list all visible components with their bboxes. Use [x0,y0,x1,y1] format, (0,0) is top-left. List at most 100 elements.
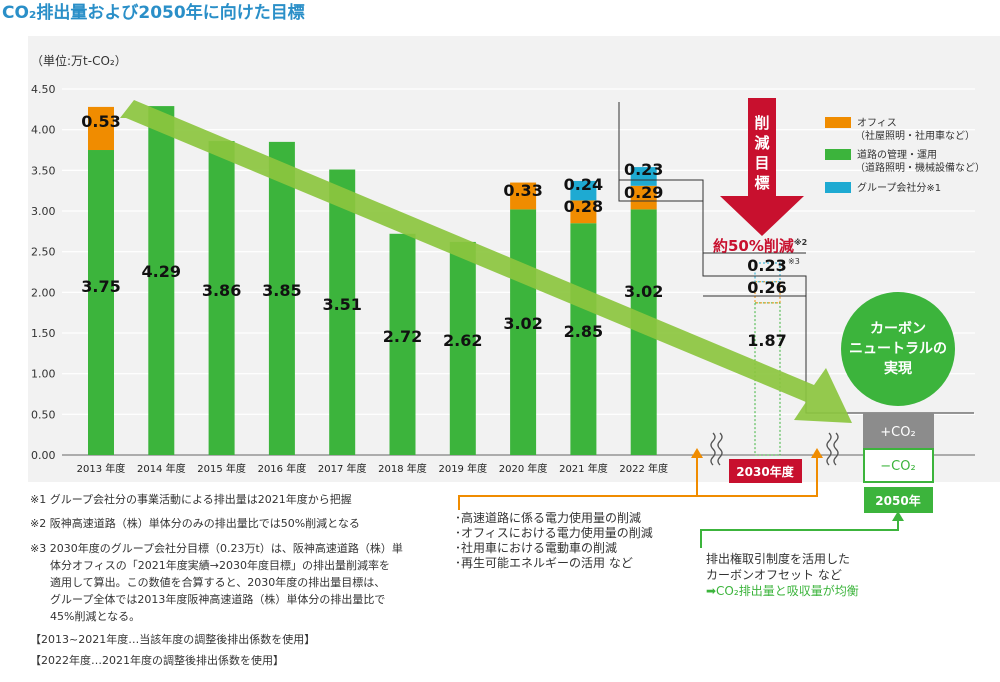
measure-item: ･社用車における電動車の削減 [455,540,617,555]
data-label: 3.51 [322,295,361,314]
x-tick-label: 2022 年度 [619,462,668,475]
bar-segment [510,209,537,455]
data-label: 0.23 [624,160,663,179]
measures-list: ･高速道路に係る電力使用量の削減･オフィスにおける電力使用量の削減･社用車におけ… [455,510,653,570]
y-tick-label: 2.00 [31,286,56,299]
x-tick-label: 2021 年度 [559,462,608,475]
data-label: 2.72 [383,327,422,346]
bar-segment [268,141,295,455]
legend: オフィス （社屋照明・社用車など） 道路の管理・運用 （道路照明・機械設備など）… [825,117,985,194]
y-tick-label: 2.50 [31,246,56,259]
x-tick-label: 2018 年度 [378,462,427,475]
year-2030-label: 2030年度 [736,464,794,479]
measures-bracket [458,455,818,510]
bar-segment [630,185,657,210]
data-label: 2.85 [564,322,603,341]
data-label: 3.02 [503,314,542,333]
svg-text:（社屋照明・社用車など）: （社屋照明・社用車など） [855,129,975,142]
data-labels: 3.75 4.29 3.86 3.85 3.51 2.72 2.62 3.02 2.85 3.02… [81,112,800,350]
page-title: CO₂排出量および2050年に向けた目標 [2,2,305,23]
plus-co2-label: +CO₂ [880,425,915,440]
data-label: 0.29 [624,183,663,202]
carbon-neutral-text: カーボンニュートラルの実現 [849,321,947,377]
target-bar-group [754,262,781,283]
bar-segment [148,106,175,455]
data-label: 3.86 [202,281,241,300]
footnote: 適用して算出。この数値を合算すると、2030年度の排出量目標は、 [50,575,385,589]
x-tick-label: 2014 年度 [137,462,186,475]
data-label: 4.29 [142,262,181,281]
bar-segment [208,141,235,455]
data-label: 0.26 [747,278,786,297]
minus-co2-label: −CO₂ [880,459,915,474]
footnote: 【2013~2021年度…当該年度の調整後排出係数を使用】 [30,632,315,646]
bar-segment [510,182,537,210]
bar-segment [449,241,476,455]
y-tick-label: 4.50 [31,83,56,96]
axis-break-icon [710,432,839,466]
svg-text:グループ会社分※1: グループ会社分※1 [857,181,941,194]
plus-co2-box [863,413,934,449]
connector-line [618,180,703,202]
svg-text:（道路照明・機械設備など）: （道路照明・機械設備など） [855,161,985,174]
offset-line: カーボンオフセット など [706,568,842,582]
data-label: 2.62 [443,331,482,350]
x-tick-label: 2013 年度 [77,462,126,475]
data-label: 0.53 [81,112,120,131]
year-2030-box [729,459,802,483]
y-tick-label: 0.50 [31,408,56,421]
bar-segment [88,106,114,151]
measure-item: ･高速道路に係る電力使用量の削減 [455,510,641,525]
x-tick-label: 2017 年度 [318,462,367,475]
reduction-arrow-text: 削減目標 [754,114,769,192]
x-tick-label: 2016 年度 [258,462,307,475]
y-tick-label: 3.00 [31,205,56,218]
y-tick-label: 0.00 [31,449,56,462]
data-label: 0.28 [564,197,603,216]
bar-segment [88,150,114,455]
arrow-up-icon [691,448,703,458]
y-tick-label: 3.50 [31,164,56,177]
svg-text:道路の管理・運用: 道路の管理・運用 [857,148,937,161]
x-tick-label: 2020 年度 [499,462,548,475]
footnote: 45%削減となる。 [50,609,140,623]
offset-bracket [700,518,899,548]
y-tick-label: 4.00 [31,124,56,137]
data-label: 0.24 [564,175,603,194]
footnote-mark: ※3 [788,257,800,266]
footnote: ※1 グループ会社分の事業活動による排出量は2021年度から把握 [30,492,352,506]
y-axis: 0.00 0.50 1.00 1.50 2.00 2.50 3.00 3.50 4.00 4.50 [31,83,56,462]
offset-line: ➡CO₂排出量と吸収量が均衡 [706,583,859,598]
data-label: 0.33 [503,181,542,200]
bar-segment [630,167,657,186]
data-label: 3.85 [262,281,301,300]
y-tick-label: 1.50 [31,327,56,340]
x-tick-label: 2015 年度 [197,462,246,475]
y-tick-label: 1.00 [31,368,56,381]
data-label: 3.02 [624,282,663,301]
year-2050-box [864,487,933,513]
carbon-neutral-circle [841,292,955,406]
minus-co2-box [863,448,934,483]
year-2050-label: 2050年 [875,493,920,508]
x-tick-label: 2019 年度 [438,462,487,475]
arrow-up-icon [811,448,823,458]
bars [88,106,781,456]
unit-label: （単位:万t-CO₂） [31,53,127,68]
trend-arrow [120,100,852,423]
bar-segment [389,233,416,455]
reduction-text: 約50%削減※2 [713,237,807,255]
footnote: ※3 2030年度のグループ会社分目標（0.23万t）は、阪神高速道路（株）単 [30,541,403,555]
svg-text:オフィス: オフィス [857,117,897,129]
reduction-arrow: 削減目標 [720,98,804,236]
data-label: 0.23 [747,256,786,275]
bar-segment [329,169,356,456]
data-label: 3.75 [81,277,120,296]
bar-segment [570,223,597,455]
footnote: 【2022年度…2021年度の調整後排出係数を使用】 [30,653,284,667]
bar-segment [570,200,597,224]
measure-item: ･再生可能エネルギーの活用 など [455,556,633,570]
data-label: 1.87 [747,331,786,350]
